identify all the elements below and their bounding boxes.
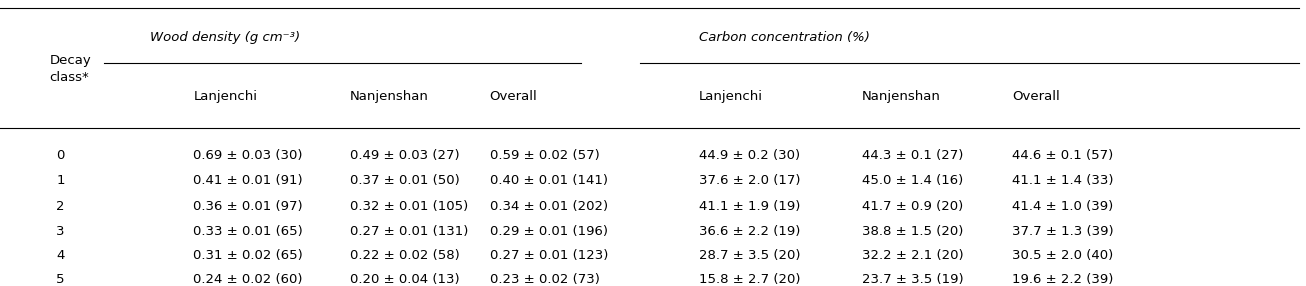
Text: 0.69 ± 0.03 (30): 0.69 ± 0.03 (30) [193, 149, 303, 162]
Text: Lanjenchi: Lanjenchi [699, 90, 763, 103]
Text: Lanjenchi: Lanjenchi [193, 90, 257, 103]
Text: 0.27 ± 0.01 (131): 0.27 ± 0.01 (131) [350, 225, 469, 238]
Text: 38.8 ± 1.5 (20): 38.8 ± 1.5 (20) [862, 225, 964, 238]
Text: 44.6 ± 0.1 (57): 44.6 ± 0.1 (57) [1012, 149, 1114, 162]
Text: 0.32 ± 0.01 (105): 0.32 ± 0.01 (105) [350, 200, 469, 213]
Text: 44.3 ± 0.1 (27): 44.3 ± 0.1 (27) [862, 149, 964, 162]
Text: 0.31 ± 0.02 (65): 0.31 ± 0.02 (65) [193, 249, 303, 262]
Text: 28.7 ± 3.5 (20): 28.7 ± 3.5 (20) [699, 249, 801, 262]
Text: 41.7 ± 0.9 (20): 41.7 ± 0.9 (20) [862, 200, 964, 213]
Text: 41.4 ± 1.0 (39): 41.4 ± 1.0 (39) [1012, 200, 1114, 213]
Text: 4: 4 [56, 249, 64, 262]
Text: Nanjenshan: Nanjenshan [350, 90, 428, 103]
Text: 15.8 ± 2.7 (20): 15.8 ± 2.7 (20) [699, 273, 801, 286]
Text: 0.40 ± 0.01 (141): 0.40 ± 0.01 (141) [490, 174, 607, 188]
Text: Decay
class*: Decay class* [50, 54, 91, 84]
Text: 0.29 ± 0.01 (196): 0.29 ± 0.01 (196) [490, 225, 607, 238]
Text: 0.41 ± 0.01 (91): 0.41 ± 0.01 (91) [193, 174, 303, 188]
Text: 0.23 ± 0.02 (73): 0.23 ± 0.02 (73) [490, 273, 599, 286]
Text: 3: 3 [56, 225, 65, 238]
Text: 23.7 ± 3.5 (19): 23.7 ± 3.5 (19) [862, 273, 964, 286]
Text: Overall: Overall [1012, 90, 1060, 103]
Text: 37.6 ± 2.0 (17): 37.6 ± 2.0 (17) [699, 174, 801, 188]
Text: Carbon concentration (%): Carbon concentration (%) [699, 31, 870, 44]
Text: Wood density (g cm⁻³): Wood density (g cm⁻³) [150, 31, 300, 44]
Text: 0.27 ± 0.01 (123): 0.27 ± 0.01 (123) [490, 249, 609, 262]
Text: 0.22 ± 0.02 (58): 0.22 ± 0.02 (58) [350, 249, 460, 262]
Text: Overall: Overall [490, 90, 538, 103]
Text: Nanjenshan: Nanjenshan [862, 90, 940, 103]
Text: 37.7 ± 1.3 (39): 37.7 ± 1.3 (39) [1012, 225, 1114, 238]
Text: 1: 1 [56, 174, 65, 188]
Text: 0.49 ± 0.03 (27): 0.49 ± 0.03 (27) [350, 149, 460, 162]
Text: 0.34 ± 0.01 (202): 0.34 ± 0.01 (202) [490, 200, 607, 213]
Text: 0.37 ± 0.01 (50): 0.37 ± 0.01 (50) [350, 174, 460, 188]
Text: 0.33 ± 0.01 (65): 0.33 ± 0.01 (65) [193, 225, 303, 238]
Text: 5: 5 [56, 273, 65, 286]
Text: 41.1 ± 1.4 (33): 41.1 ± 1.4 (33) [1012, 174, 1114, 188]
Text: 19.6 ± 2.2 (39): 19.6 ± 2.2 (39) [1012, 273, 1114, 286]
Text: 0.36 ± 0.01 (97): 0.36 ± 0.01 (97) [193, 200, 303, 213]
Text: 0.20 ± 0.04 (13): 0.20 ± 0.04 (13) [350, 273, 460, 286]
Text: 0: 0 [56, 149, 64, 162]
Text: 0.24 ± 0.02 (60): 0.24 ± 0.02 (60) [193, 273, 303, 286]
Text: 36.6 ± 2.2 (19): 36.6 ± 2.2 (19) [699, 225, 801, 238]
Text: 32.2 ± 2.1 (20): 32.2 ± 2.1 (20) [862, 249, 964, 262]
Text: 44.9 ± 0.2 (30): 44.9 ± 0.2 (30) [699, 149, 799, 162]
Text: 45.0 ± 1.4 (16): 45.0 ± 1.4 (16) [862, 174, 964, 188]
Text: 0.59 ± 0.02 (57): 0.59 ± 0.02 (57) [490, 149, 599, 162]
Text: 41.1 ± 1.9 (19): 41.1 ± 1.9 (19) [699, 200, 801, 213]
Text: 2: 2 [56, 200, 65, 213]
Text: 30.5 ± 2.0 (40): 30.5 ± 2.0 (40) [1012, 249, 1114, 262]
